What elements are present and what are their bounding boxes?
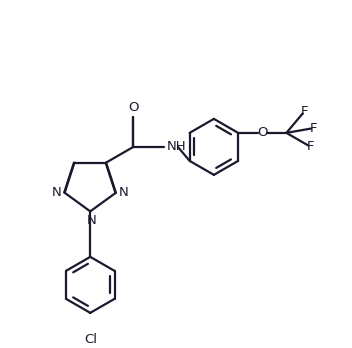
Text: F: F — [307, 140, 314, 153]
Text: O: O — [257, 126, 268, 140]
Text: F: F — [301, 105, 308, 118]
Text: NH: NH — [166, 140, 186, 153]
Text: O: O — [128, 101, 139, 114]
Text: N: N — [87, 214, 97, 227]
Text: Cl: Cl — [84, 333, 97, 346]
Text: N: N — [119, 186, 128, 199]
Text: N: N — [52, 186, 62, 199]
Text: F: F — [310, 121, 318, 135]
